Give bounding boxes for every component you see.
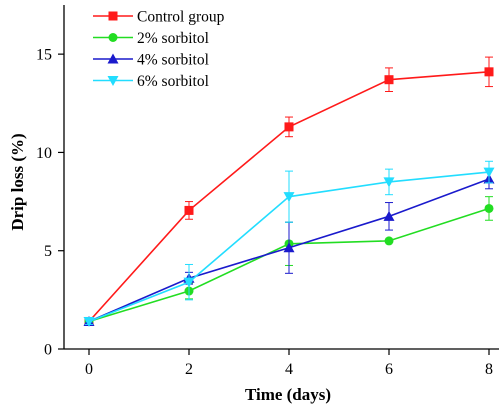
data-point [384, 75, 394, 85]
legend-marker [108, 33, 118, 42]
data-point [183, 277, 195, 288]
series-group [83, 160, 495, 327]
legend-item: Control group [93, 9, 225, 26]
x-tick-label: 2 [185, 361, 193, 378]
legend-item: 6% sorbitol [93, 73, 209, 90]
data-point [283, 192, 295, 203]
data-point [384, 236, 394, 246]
data-point [483, 167, 495, 178]
legend-marker [108, 11, 118, 21]
y-tick-label: 0 [44, 342, 52, 359]
legend-label: Control group [137, 9, 225, 26]
y-tick-label: 15 [36, 47, 52, 64]
axes [63, 5, 499, 350]
data-point [283, 242, 295, 253]
legend-label: 4% sorbitol [137, 52, 209, 69]
legend-marker [107, 53, 119, 64]
y-axis-title: Drip loss (%) [8, 133, 27, 230]
data-point [383, 210, 395, 221]
x-tick-label: 0 [85, 361, 93, 378]
data-point [484, 67, 494, 77]
y-tick-label: 5 [44, 243, 52, 260]
legend-marker [107, 76, 119, 86]
legend-item: 4% sorbitol [93, 52, 209, 69]
legend-label: 2% sorbitol [137, 30, 209, 47]
legend-label: 6% sorbitol [137, 73, 209, 90]
data-point [184, 205, 194, 215]
data-point [284, 122, 294, 132]
legend-item: 2% sorbitol [93, 30, 209, 47]
legend: Control group 2% sorbitol 4% sorbitol 6% so… [93, 9, 225, 90]
y-tick-label: 10 [36, 145, 52, 162]
x-tick-label: 6 [385, 361, 393, 378]
x-tick-label: 4 [285, 361, 293, 378]
ticks: 0 2 4 6 8 0 5 10 15 [36, 47, 493, 378]
data-point [484, 203, 494, 213]
series-group [84, 56, 494, 326]
data-point [83, 316, 95, 327]
data-point [383, 177, 395, 188]
plot-area [83, 56, 495, 327]
x-tick-label: 8 [485, 361, 493, 378]
x-axis-title: Time (days) [245, 385, 331, 404]
